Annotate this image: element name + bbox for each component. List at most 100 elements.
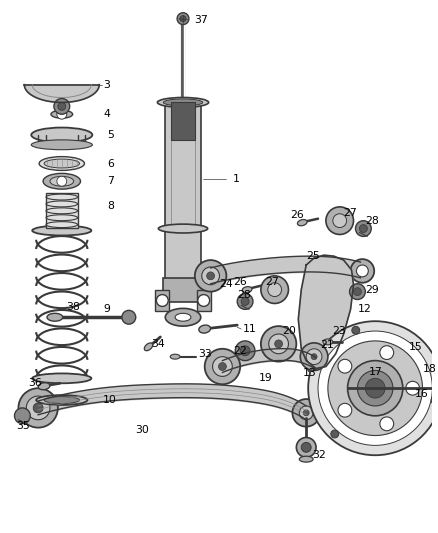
Text: 16: 16	[415, 389, 428, 399]
Circle shape	[54, 99, 70, 114]
Circle shape	[177, 13, 189, 25]
FancyBboxPatch shape	[155, 289, 169, 311]
Text: 34: 34	[152, 339, 165, 349]
FancyBboxPatch shape	[197, 289, 211, 311]
Text: 38: 38	[66, 302, 79, 312]
Circle shape	[300, 343, 328, 370]
FancyBboxPatch shape	[163, 278, 203, 302]
Ellipse shape	[39, 157, 85, 171]
Text: 8: 8	[107, 201, 114, 211]
Polygon shape	[25, 85, 99, 102]
Circle shape	[365, 378, 385, 398]
Ellipse shape	[297, 220, 307, 226]
Circle shape	[311, 354, 317, 360]
Ellipse shape	[43, 173, 81, 189]
Circle shape	[353, 288, 361, 296]
Circle shape	[14, 408, 30, 424]
Ellipse shape	[32, 225, 92, 236]
Circle shape	[333, 214, 346, 228]
Circle shape	[58, 102, 66, 110]
FancyBboxPatch shape	[436, 376, 438, 400]
Ellipse shape	[31, 140, 92, 150]
Polygon shape	[298, 255, 353, 368]
Circle shape	[299, 406, 313, 420]
Circle shape	[312, 358, 324, 369]
Circle shape	[33, 403, 43, 413]
Circle shape	[156, 295, 168, 306]
Circle shape	[198, 295, 210, 306]
Circle shape	[306, 352, 330, 375]
Circle shape	[275, 340, 283, 348]
Text: 7: 7	[107, 176, 114, 186]
Text: 11: 11	[243, 324, 257, 334]
Ellipse shape	[38, 383, 50, 390]
Circle shape	[331, 430, 339, 438]
FancyBboxPatch shape	[165, 102, 201, 231]
Ellipse shape	[44, 397, 80, 403]
Circle shape	[301, 442, 311, 453]
Circle shape	[350, 259, 374, 283]
Circle shape	[318, 331, 432, 446]
Text: 17: 17	[369, 367, 383, 377]
Text: 9: 9	[103, 304, 110, 314]
Circle shape	[237, 294, 253, 309]
Text: 25: 25	[306, 251, 320, 261]
FancyBboxPatch shape	[165, 229, 201, 283]
Circle shape	[308, 321, 438, 455]
Ellipse shape	[51, 110, 73, 118]
Circle shape	[241, 297, 249, 305]
Circle shape	[357, 265, 368, 277]
Ellipse shape	[36, 395, 88, 405]
Circle shape	[261, 326, 297, 361]
Circle shape	[57, 176, 67, 186]
Text: 18: 18	[423, 364, 436, 374]
Ellipse shape	[50, 176, 74, 186]
Circle shape	[205, 349, 240, 384]
Circle shape	[338, 403, 352, 417]
Circle shape	[57, 109, 67, 119]
Ellipse shape	[323, 339, 333, 345]
Ellipse shape	[165, 309, 201, 326]
Text: 27: 27	[344, 208, 357, 218]
Ellipse shape	[31, 127, 92, 142]
Text: 30: 30	[135, 425, 148, 434]
Text: 22: 22	[233, 346, 247, 356]
Text: 36: 36	[28, 378, 42, 388]
Text: 32: 32	[312, 450, 326, 460]
Circle shape	[195, 260, 226, 292]
Circle shape	[303, 410, 309, 416]
Ellipse shape	[157, 98, 208, 107]
Circle shape	[18, 388, 58, 427]
Ellipse shape	[159, 224, 208, 233]
Ellipse shape	[175, 313, 191, 321]
Circle shape	[306, 349, 322, 365]
Ellipse shape	[144, 343, 153, 351]
Circle shape	[202, 267, 219, 285]
Circle shape	[360, 224, 367, 232]
Ellipse shape	[242, 287, 252, 293]
Ellipse shape	[170, 354, 180, 359]
Circle shape	[261, 276, 289, 303]
Circle shape	[356, 221, 371, 237]
Text: 37: 37	[194, 14, 208, 25]
Circle shape	[293, 399, 320, 426]
Ellipse shape	[44, 159, 80, 168]
Ellipse shape	[47, 313, 63, 321]
Text: 6: 6	[107, 158, 114, 168]
Circle shape	[326, 207, 353, 235]
Circle shape	[297, 438, 316, 457]
Text: 20: 20	[283, 326, 297, 336]
Text: 3: 3	[103, 79, 110, 90]
Circle shape	[350, 284, 365, 300]
Ellipse shape	[299, 456, 313, 462]
Circle shape	[235, 341, 255, 361]
Circle shape	[212, 357, 232, 376]
Circle shape	[240, 346, 250, 356]
Circle shape	[338, 359, 352, 373]
Text: 29: 29	[365, 285, 379, 295]
Circle shape	[219, 362, 226, 370]
Text: 24: 24	[219, 279, 233, 289]
Circle shape	[328, 341, 423, 435]
Text: 21: 21	[320, 340, 334, 350]
Circle shape	[26, 396, 50, 420]
